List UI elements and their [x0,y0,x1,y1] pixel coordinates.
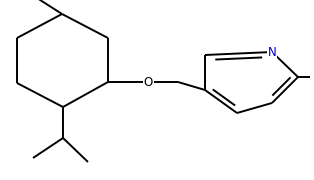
Text: N: N [268,46,276,58]
Text: O: O [143,75,153,89]
